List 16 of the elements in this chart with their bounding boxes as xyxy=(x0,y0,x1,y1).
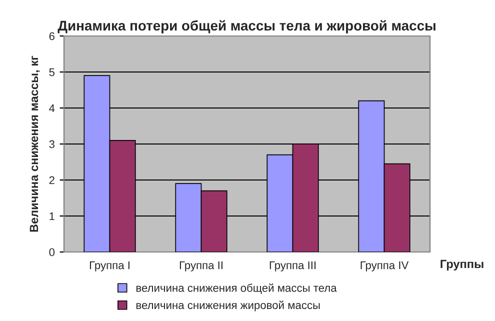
y-tick-label: 5 xyxy=(49,68,55,76)
x-tick-label: Группа IV xyxy=(360,261,409,272)
legend-label: величина снижения жировой массы xyxy=(136,300,320,312)
x-axis-title: Группы xyxy=(440,260,484,271)
y-axis-title: Величина снижения массы, кг xyxy=(30,56,40,232)
y-tick-label: 6 xyxy=(49,32,54,40)
y-tick-label: 4 xyxy=(49,104,55,112)
y-tick-label: 2 xyxy=(49,176,54,184)
chart-title: Динамика потери общей массы тела и жировой массы xyxy=(58,20,436,34)
legend-label: величина снижения общей массы тела xyxy=(136,284,337,294)
x-tick-label: Группа II xyxy=(180,261,222,272)
x-tick-label: Группа I xyxy=(90,261,130,272)
y-tick-label: 1 xyxy=(50,212,54,220)
y-tick-label: 0 xyxy=(49,248,55,256)
y-tick-label: 3 xyxy=(49,140,54,148)
x-tick-label: Группа III xyxy=(270,261,316,272)
